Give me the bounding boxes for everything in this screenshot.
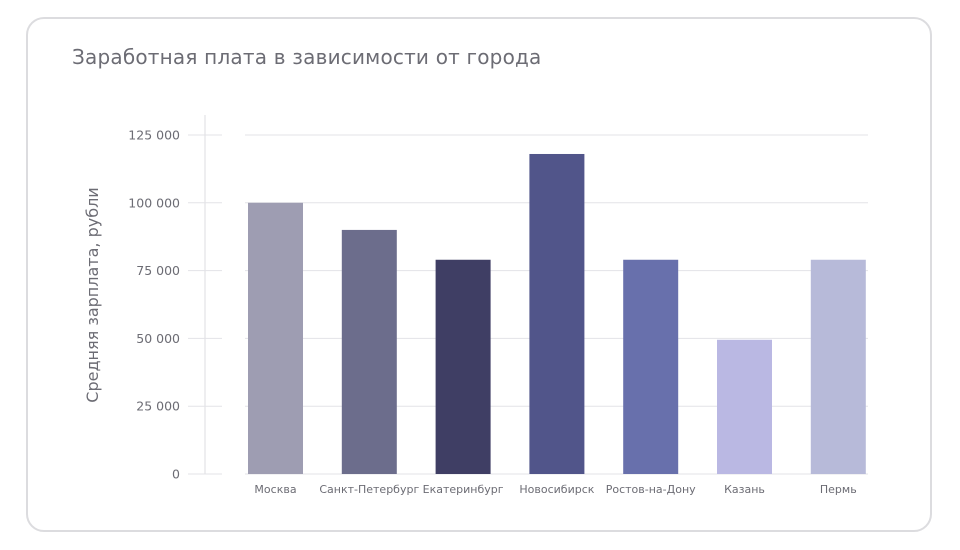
- y-axis-label: Средняя зарплата, рубли: [83, 187, 102, 402]
- x-tick-label: Ростов-на-Дону: [606, 483, 696, 496]
- x-tick-label: Казань: [724, 483, 765, 496]
- y-tick-label: 100 000: [128, 195, 180, 210]
- x-tick-label: Екатеринбург: [423, 483, 504, 496]
- bar-4: [623, 259, 679, 474]
- y-tick-label: 50 000: [136, 331, 180, 346]
- chart-title: Заработная плата в зависимости от города: [72, 45, 542, 69]
- x-tick-label: Пермь: [820, 483, 857, 496]
- bar-3: [529, 153, 585, 474]
- y-tick-label: 75 000: [136, 263, 180, 278]
- y-tick-label: 25 000: [136, 399, 180, 414]
- x-tick-label: Москва: [254, 483, 296, 496]
- bar-6: [810, 259, 866, 474]
- bar-5: [717, 339, 772, 474]
- bar-2: [435, 259, 491, 474]
- bar-0: [248, 202, 303, 475]
- x-tick-label: Новосибирск: [519, 483, 594, 496]
- bar-1: [341, 229, 397, 474]
- x-tick-label: Санкт-Петербург: [319, 483, 419, 496]
- y-tick-label: 0: [172, 467, 180, 482]
- y-tick-label: 125 000: [128, 128, 180, 143]
